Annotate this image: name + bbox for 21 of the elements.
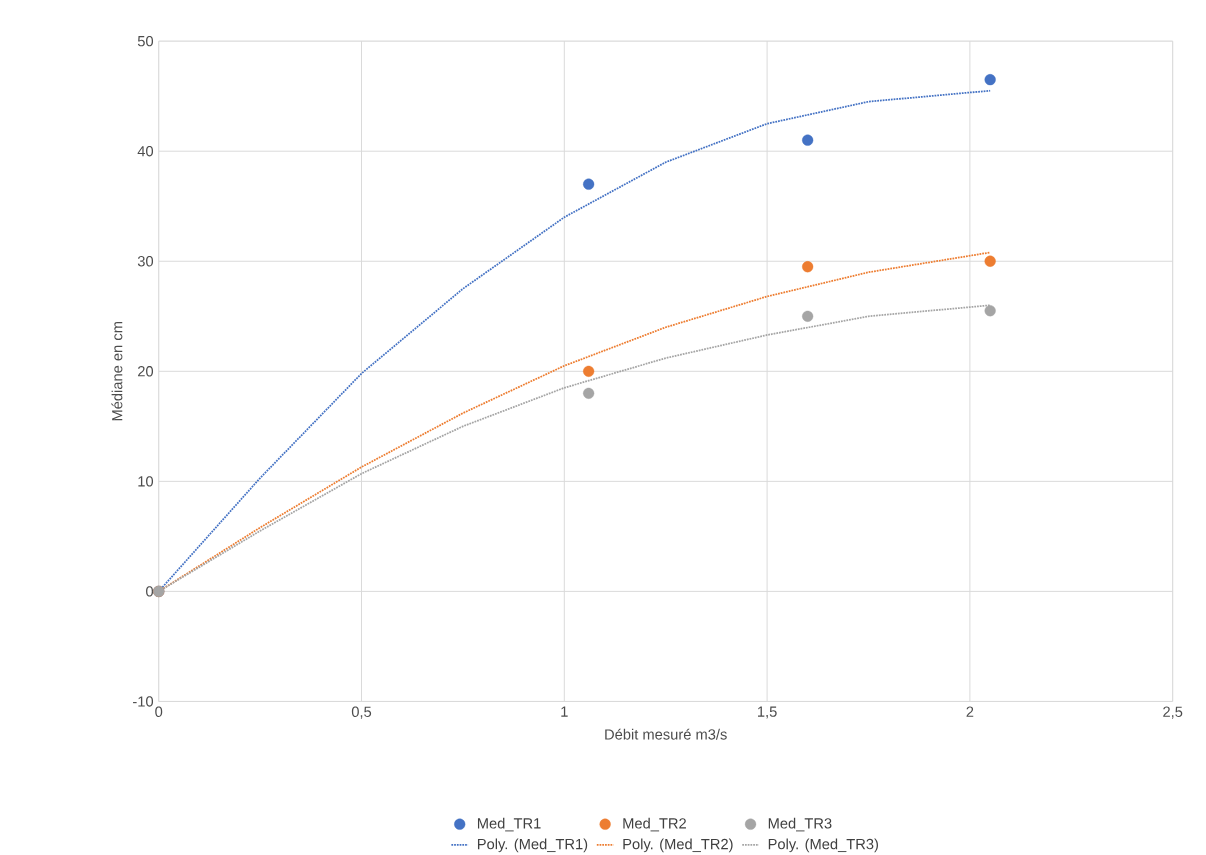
- legend-label: Poly. (Med_TR1): [477, 838, 588, 853]
- legend-label: Med_TR2: [623, 817, 686, 832]
- x-tick-label: 0,5: [351, 706, 372, 719]
- y-tick-label: 30: [137, 255, 154, 267]
- legend-label: Poly. (Med_TR2): [623, 838, 733, 853]
- y-tick-label: 40: [137, 145, 154, 157]
- legend-label: Med_TR1: [477, 817, 541, 832]
- x-tick-label: 2,5: [1163, 706, 1183, 719]
- legend-label: Poly. (Med_TR3): [768, 838, 879, 853]
- x-axis-title: Débit mesuré m3/s: [605, 728, 727, 740]
- x-tick-label: 2: [966, 706, 974, 717]
- y-tick-label: 20: [138, 365, 154, 377]
- y-tick-label: 50: [137, 35, 154, 47]
- y-tick-label: 0: [146, 586, 154, 597]
- y-tick-label: 10: [138, 476, 154, 487]
- x-tick-label: 0: [155, 706, 163, 717]
- x-tick-label: 1,5: [758, 706, 777, 719]
- y-axis-title: Médiane en cm: [111, 321, 123, 421]
- x-tick-label: 1: [561, 706, 568, 717]
- legend-label: Med_TR3: [768, 817, 832, 832]
- y-tick-label: -10: [133, 696, 154, 707]
